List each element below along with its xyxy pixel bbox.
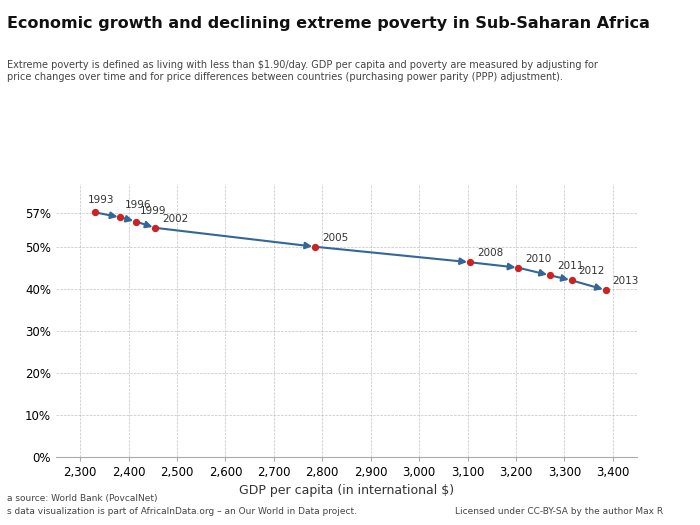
- Text: a source: World Bank (PovcalNet): a source: World Bank (PovcalNet): [7, 494, 158, 502]
- Point: [464, 258, 475, 267]
- Text: 2002: 2002: [162, 214, 188, 224]
- Point: [130, 217, 141, 226]
- Point: [513, 264, 524, 272]
- Point: [115, 213, 126, 222]
- Text: Economic growth and declining extreme poverty in Sub-Saharan Africa: Economic growth and declining extreme po…: [7, 16, 650, 31]
- Text: Our World
in Data: Our World in Data: [610, 25, 681, 54]
- Text: Licensed under CC-BY-SA by the author Max R: Licensed under CC-BY-SA by the author Ma…: [455, 507, 663, 516]
- Text: 2011: 2011: [556, 261, 583, 271]
- Text: 2013: 2013: [612, 276, 639, 286]
- Text: 1999: 1999: [140, 206, 167, 216]
- Text: Extreme poverty is defined as living with less than $1.90/day. GDP per capita an: Extreme poverty is defined as living wit…: [7, 60, 598, 82]
- Point: [600, 286, 611, 294]
- Text: 1996: 1996: [125, 201, 151, 211]
- Text: 2008: 2008: [477, 248, 503, 258]
- Point: [566, 276, 578, 285]
- Text: 1993: 1993: [88, 195, 114, 205]
- Text: s data visualization is part of AfricaInData.org – an Our World in Data project.: s data visualization is part of AfricaIn…: [7, 507, 357, 516]
- Text: 2010: 2010: [525, 254, 552, 264]
- Point: [89, 208, 100, 216]
- Point: [150, 224, 161, 232]
- Text: 2012: 2012: [579, 266, 605, 276]
- Point: [544, 271, 555, 279]
- X-axis label: GDP per capita (in international $): GDP per capita (in international $): [239, 485, 454, 497]
- Point: [309, 243, 321, 251]
- Text: 2005: 2005: [322, 233, 348, 243]
